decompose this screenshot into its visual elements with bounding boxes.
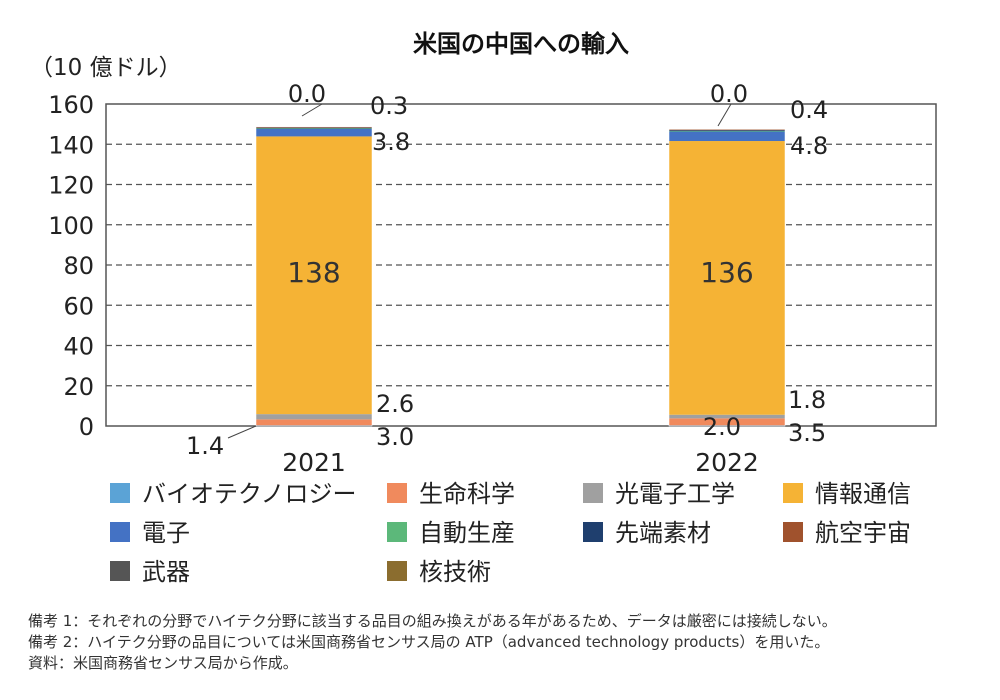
data-label-leader [227, 425, 257, 439]
data-label: 0.3 [370, 92, 408, 120]
bars [255, 126, 786, 427]
data-label: 1.8 [788, 386, 826, 414]
legend-label: 武器 [142, 558, 190, 586]
stacked-bar-chart: 米国の中国への輸入 （10 億ドル） 0 20 40 60 80 100 120 140 160… [30, 30, 937, 586]
bar-segment [256, 127, 372, 129]
legend-item: バイオテクノロジー [110, 480, 357, 508]
legend-label: 光電子工学 [615, 480, 735, 508]
legend-item: 航空宇宙 [783, 519, 911, 547]
data-label: 0.4 [790, 96, 828, 124]
legend-label: 核技術 [419, 558, 491, 586]
legend-swatch [110, 522, 130, 542]
footnotes: 備考 1：それぞれの分野でハイテク分野に該当する品目の組み換えがある年があるため… [28, 611, 988, 674]
bar-segment [256, 128, 372, 129]
bar-segment [256, 136, 372, 415]
bar-segment [669, 130, 785, 132]
legend-swatch [387, 522, 407, 542]
y-tick-label: 0 [79, 413, 94, 441]
data-label: 2.0 [703, 413, 741, 441]
legend-label: 航空宇宙 [815, 519, 911, 547]
y-tick-label: 80 [63, 252, 94, 280]
legend-item: 光電子工学 [583, 480, 735, 508]
legend-label: 電子 [142, 519, 190, 547]
y-tick-label: 160 [48, 91, 94, 119]
legend-label: 自動生産 [419, 519, 515, 547]
gridlines [106, 143, 936, 387]
bar-segment [256, 126, 372, 128]
legend-swatch [783, 522, 803, 542]
legend-item: 電子 [110, 519, 190, 547]
legend-item: 武器 [110, 558, 190, 586]
x-axis-categories: 2021 2022 [282, 448, 759, 477]
bar-segment [256, 128, 372, 137]
bar-segment [669, 130, 785, 131]
legend-swatch [387, 483, 407, 503]
legend-label: 生命科学 [419, 480, 515, 508]
legend-item: 自動生産 [387, 519, 515, 547]
bar-stack-2021 [255, 126, 373, 427]
x-category-label: 2022 [695, 448, 759, 477]
data-label: 3.0 [376, 423, 414, 451]
legend-item: 情報通信 [783, 480, 911, 508]
data-label: 3.8 [372, 128, 410, 156]
y-axis-ticks: 0 20 40 60 80 100 120 140 160 [48, 91, 94, 441]
bar-outline [668, 129, 786, 427]
y-tick-label: 60 [63, 292, 94, 320]
legend-swatch [783, 483, 803, 503]
data-label: 2.6 [376, 390, 414, 418]
data-label: 0.0 [710, 80, 748, 108]
data-labels: 0.0 0.3 3.8 138 2.6 1.4 3.0 0.0 0.4 4.8 136 1.8 2.0 3… [186, 80, 828, 460]
y-tick-label: 100 [48, 212, 94, 240]
y-tick-label: 140 [48, 131, 94, 159]
legend-swatch [387, 561, 407, 581]
legend-label: 先端素材 [615, 519, 711, 547]
legend-item: 核技術 [387, 558, 491, 586]
bar-segment [669, 418, 785, 426]
data-label: 138 [287, 256, 340, 289]
data-label: 1.4 [186, 432, 224, 460]
bar-segment [669, 141, 785, 415]
legend-label: バイオテクノロジー [142, 480, 357, 508]
legend-swatch [583, 522, 603, 542]
bar-segment [256, 414, 372, 420]
y-tick-label: 20 [63, 373, 94, 401]
source-note: 資料：米国商務省センサス局から作成。 [28, 654, 298, 672]
data-label: 136 [700, 256, 753, 289]
note-2: 備考 2：ハイテク分野の品目については米国商務省センサス局の ATP（advan… [28, 633, 830, 651]
data-label-leader [301, 103, 323, 117]
bar-stack-2022 [668, 129, 786, 427]
bar-segment [669, 131, 785, 142]
bar-outline [255, 126, 373, 427]
bar-segment [669, 129, 785, 131]
x-category-label: 2021 [282, 448, 346, 477]
chart-title: 米国の中国への輸入 [413, 30, 629, 58]
data-label: 0.0 [288, 80, 326, 108]
data-label: 4.8 [790, 132, 828, 160]
note-1: 備考 1：それぞれの分野でハイテク分野に該当する品目の組み換えがある年があるため… [28, 612, 837, 630]
plot-area [105, 103, 937, 427]
legend-item: 生命科学 [387, 480, 515, 508]
legend-swatch [110, 561, 130, 581]
legend-item: 先端素材 [583, 519, 711, 547]
bar-segment [669, 414, 785, 419]
bar-segment [256, 419, 372, 426]
y-tick-label: 40 [63, 333, 94, 361]
legend-label: 情報通信 [815, 480, 911, 508]
legend-swatch [110, 483, 130, 503]
data-label-leader [717, 103, 732, 127]
legend-swatch [583, 483, 603, 503]
data-label: 3.5 [788, 419, 826, 447]
y-tick-label: 120 [48, 172, 94, 200]
y-axis-unit: （10 億ドル） [30, 55, 182, 81]
